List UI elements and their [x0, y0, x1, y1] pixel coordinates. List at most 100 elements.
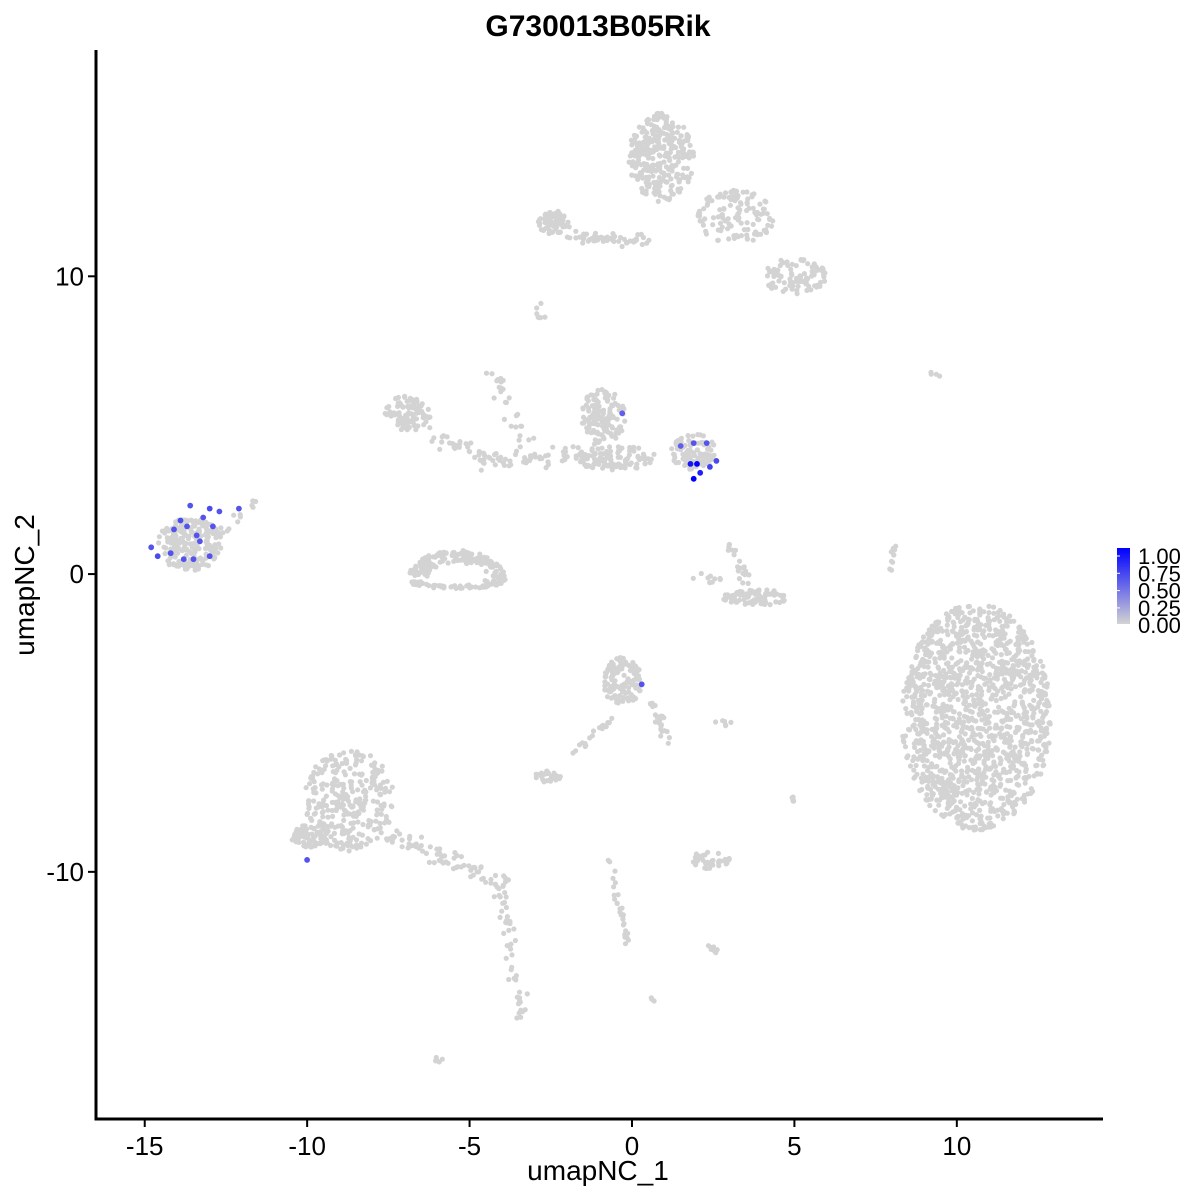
cell-point [758, 231, 764, 237]
cell-point [496, 384, 502, 390]
cell-point [179, 529, 185, 535]
cell-point [790, 797, 797, 803]
cell-point [382, 785, 389, 792]
cell-point [663, 121, 669, 127]
cell-point [951, 798, 957, 804]
cell-point [350, 825, 356, 831]
cell-point [458, 864, 464, 870]
cell-point [478, 467, 484, 473]
cell-point [573, 228, 579, 234]
cell-point [522, 455, 528, 461]
cell-point [619, 905, 625, 911]
cell-point [1011, 809, 1018, 816]
cell-point [1003, 616, 1010, 622]
cell-point [427, 414, 433, 420]
cell-point [457, 441, 463, 447]
cell-point [1003, 622, 1010, 628]
cell-point [451, 855, 457, 861]
cell-point [357, 800, 364, 806]
cell-point [987, 661, 993, 667]
cell-point [723, 722, 729, 728]
cell-point [350, 834, 356, 840]
cell-point [1016, 782, 1022, 788]
cell-point [498, 566, 504, 572]
cell-point [1000, 795, 1006, 802]
cell-point [602, 723, 608, 729]
cell-point [947, 772, 953, 778]
cell-point [819, 265, 825, 271]
cell-point [770, 591, 776, 597]
cell-point [700, 222, 707, 228]
cell-point [591, 441, 598, 447]
cell-point [760, 206, 767, 212]
cell-point [610, 461, 616, 467]
cell-point [487, 561, 493, 567]
expressing-cell-point [687, 461, 694, 467]
cell-point [999, 725, 1005, 731]
cell-point [399, 837, 405, 843]
cell-point [633, 151, 639, 157]
cell-point [937, 797, 943, 803]
cell-point [917, 711, 923, 717]
cell-point [629, 142, 635, 148]
cell-point [1029, 639, 1035, 646]
cell-point [953, 661, 959, 667]
cell-point [397, 831, 403, 837]
cell-point [513, 448, 520, 454]
cell-point [405, 845, 411, 851]
cell-point [416, 409, 422, 416]
cell-point [516, 437, 522, 443]
cell-point [983, 766, 989, 772]
cell-point [950, 694, 956, 700]
cell-point [492, 571, 498, 577]
cell-point [631, 663, 638, 669]
cell-point [585, 238, 592, 244]
cell-point [562, 457, 568, 463]
cell-point [1022, 720, 1028, 726]
cell-point [420, 415, 426, 421]
cell-point [788, 270, 795, 277]
cell-point [951, 783, 957, 789]
cell-point [961, 742, 968, 748]
cell-point [651, 451, 657, 457]
cell-point [1016, 629, 1022, 635]
x-tick-label: 5 [787, 1131, 801, 1161]
cell-point [945, 632, 951, 638]
cell-point [962, 803, 968, 809]
cell-point [500, 386, 506, 392]
cell-point [989, 806, 996, 812]
cell-point [975, 639, 981, 645]
cell-point [602, 679, 608, 685]
cell-point [744, 189, 750, 195]
cell-point [506, 976, 512, 983]
cell-point [1033, 763, 1039, 769]
cell-point [1008, 667, 1014, 673]
cell-point [1001, 801, 1007, 808]
cell-point [690, 433, 696, 439]
cell-point [374, 812, 380, 818]
cell-point [956, 676, 962, 682]
cell-point [442, 853, 448, 859]
cell-point [630, 682, 636, 688]
cell-point [658, 722, 665, 728]
cell-point [944, 689, 950, 695]
cell-point [631, 670, 637, 677]
cell-point [1044, 697, 1050, 704]
cell-point [751, 597, 757, 603]
cell-point [935, 620, 941, 627]
expressing-cell-point [184, 523, 190, 530]
cell-point [590, 728, 597, 734]
cell-point [985, 739, 991, 745]
cell-point [964, 813, 970, 819]
cell-point [605, 429, 611, 435]
cell-point [605, 418, 611, 424]
cell-point [539, 455, 545, 462]
cell-point [719, 212, 725, 218]
cell-point [345, 843, 351, 849]
cell-point [597, 458, 603, 464]
cell-point [1008, 716, 1014, 723]
cell-point [497, 914, 503, 921]
cell-point [478, 865, 484, 871]
cell-point [738, 201, 744, 207]
expressing-cell-point [206, 553, 213, 560]
